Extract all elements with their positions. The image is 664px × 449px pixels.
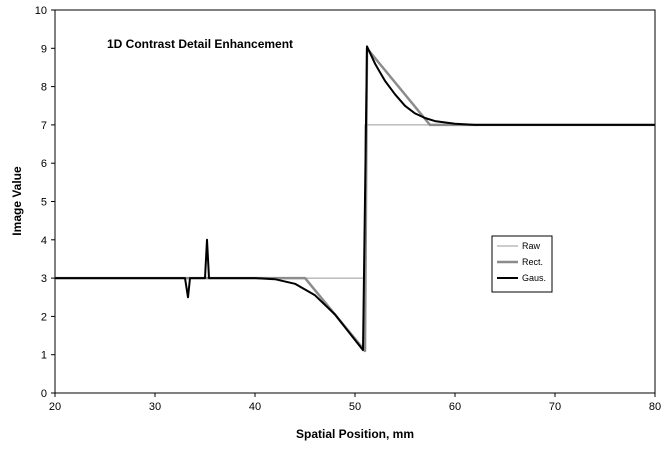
y-tick-label: 8 — [41, 82, 47, 94]
x-tick-label: 60 — [449, 401, 461, 413]
ticks-layer: 20 30 40 50 60 70 80 0 1 2 3 4 5 6 7 8 9 10 — [35, 5, 661, 413]
chart-title: 1D Contrast Detail Enhancement — [107, 37, 293, 51]
legend-label-0: Raw — [522, 241, 541, 251]
y-tick-label: 6 — [41, 158, 47, 170]
plot-area — [54, 9, 656, 394]
legend-label-2: Gaus. — [522, 273, 546, 283]
legend-box — [491, 235, 553, 293]
y-tick-label: 4 — [41, 235, 47, 247]
legend-label-1: Rect. — [522, 257, 543, 267]
x-tick-label: 50 — [349, 401, 361, 413]
series-line-2 — [55, 45, 655, 352]
y-tick-label: 5 — [41, 197, 47, 209]
y-tick-label: 1 — [41, 350, 47, 362]
x-tick-label: 20 — [49, 401, 61, 413]
y-tick-label: 10 — [35, 5, 47, 17]
y-tick-label: 0 — [41, 388, 47, 400]
x-tick-label: 70 — [549, 401, 561, 413]
y-tick-label: 2 — [41, 311, 47, 323]
x-tick-label: 80 — [649, 401, 661, 413]
y-axis-title: Image Value — [10, 166, 24, 236]
x-axis-title: Spatial Position, mm — [296, 427, 414, 441]
series-layer — [55, 45, 655, 353]
x-tick-label: 40 — [249, 401, 261, 413]
legend: Raw Rect. Gaus. — [491, 235, 553, 293]
y-tick-label: 7 — [41, 120, 47, 132]
x-tick-label: 30 — [149, 401, 161, 413]
y-tick-label: 9 — [41, 43, 47, 55]
y-tick-label: 3 — [41, 273, 47, 285]
